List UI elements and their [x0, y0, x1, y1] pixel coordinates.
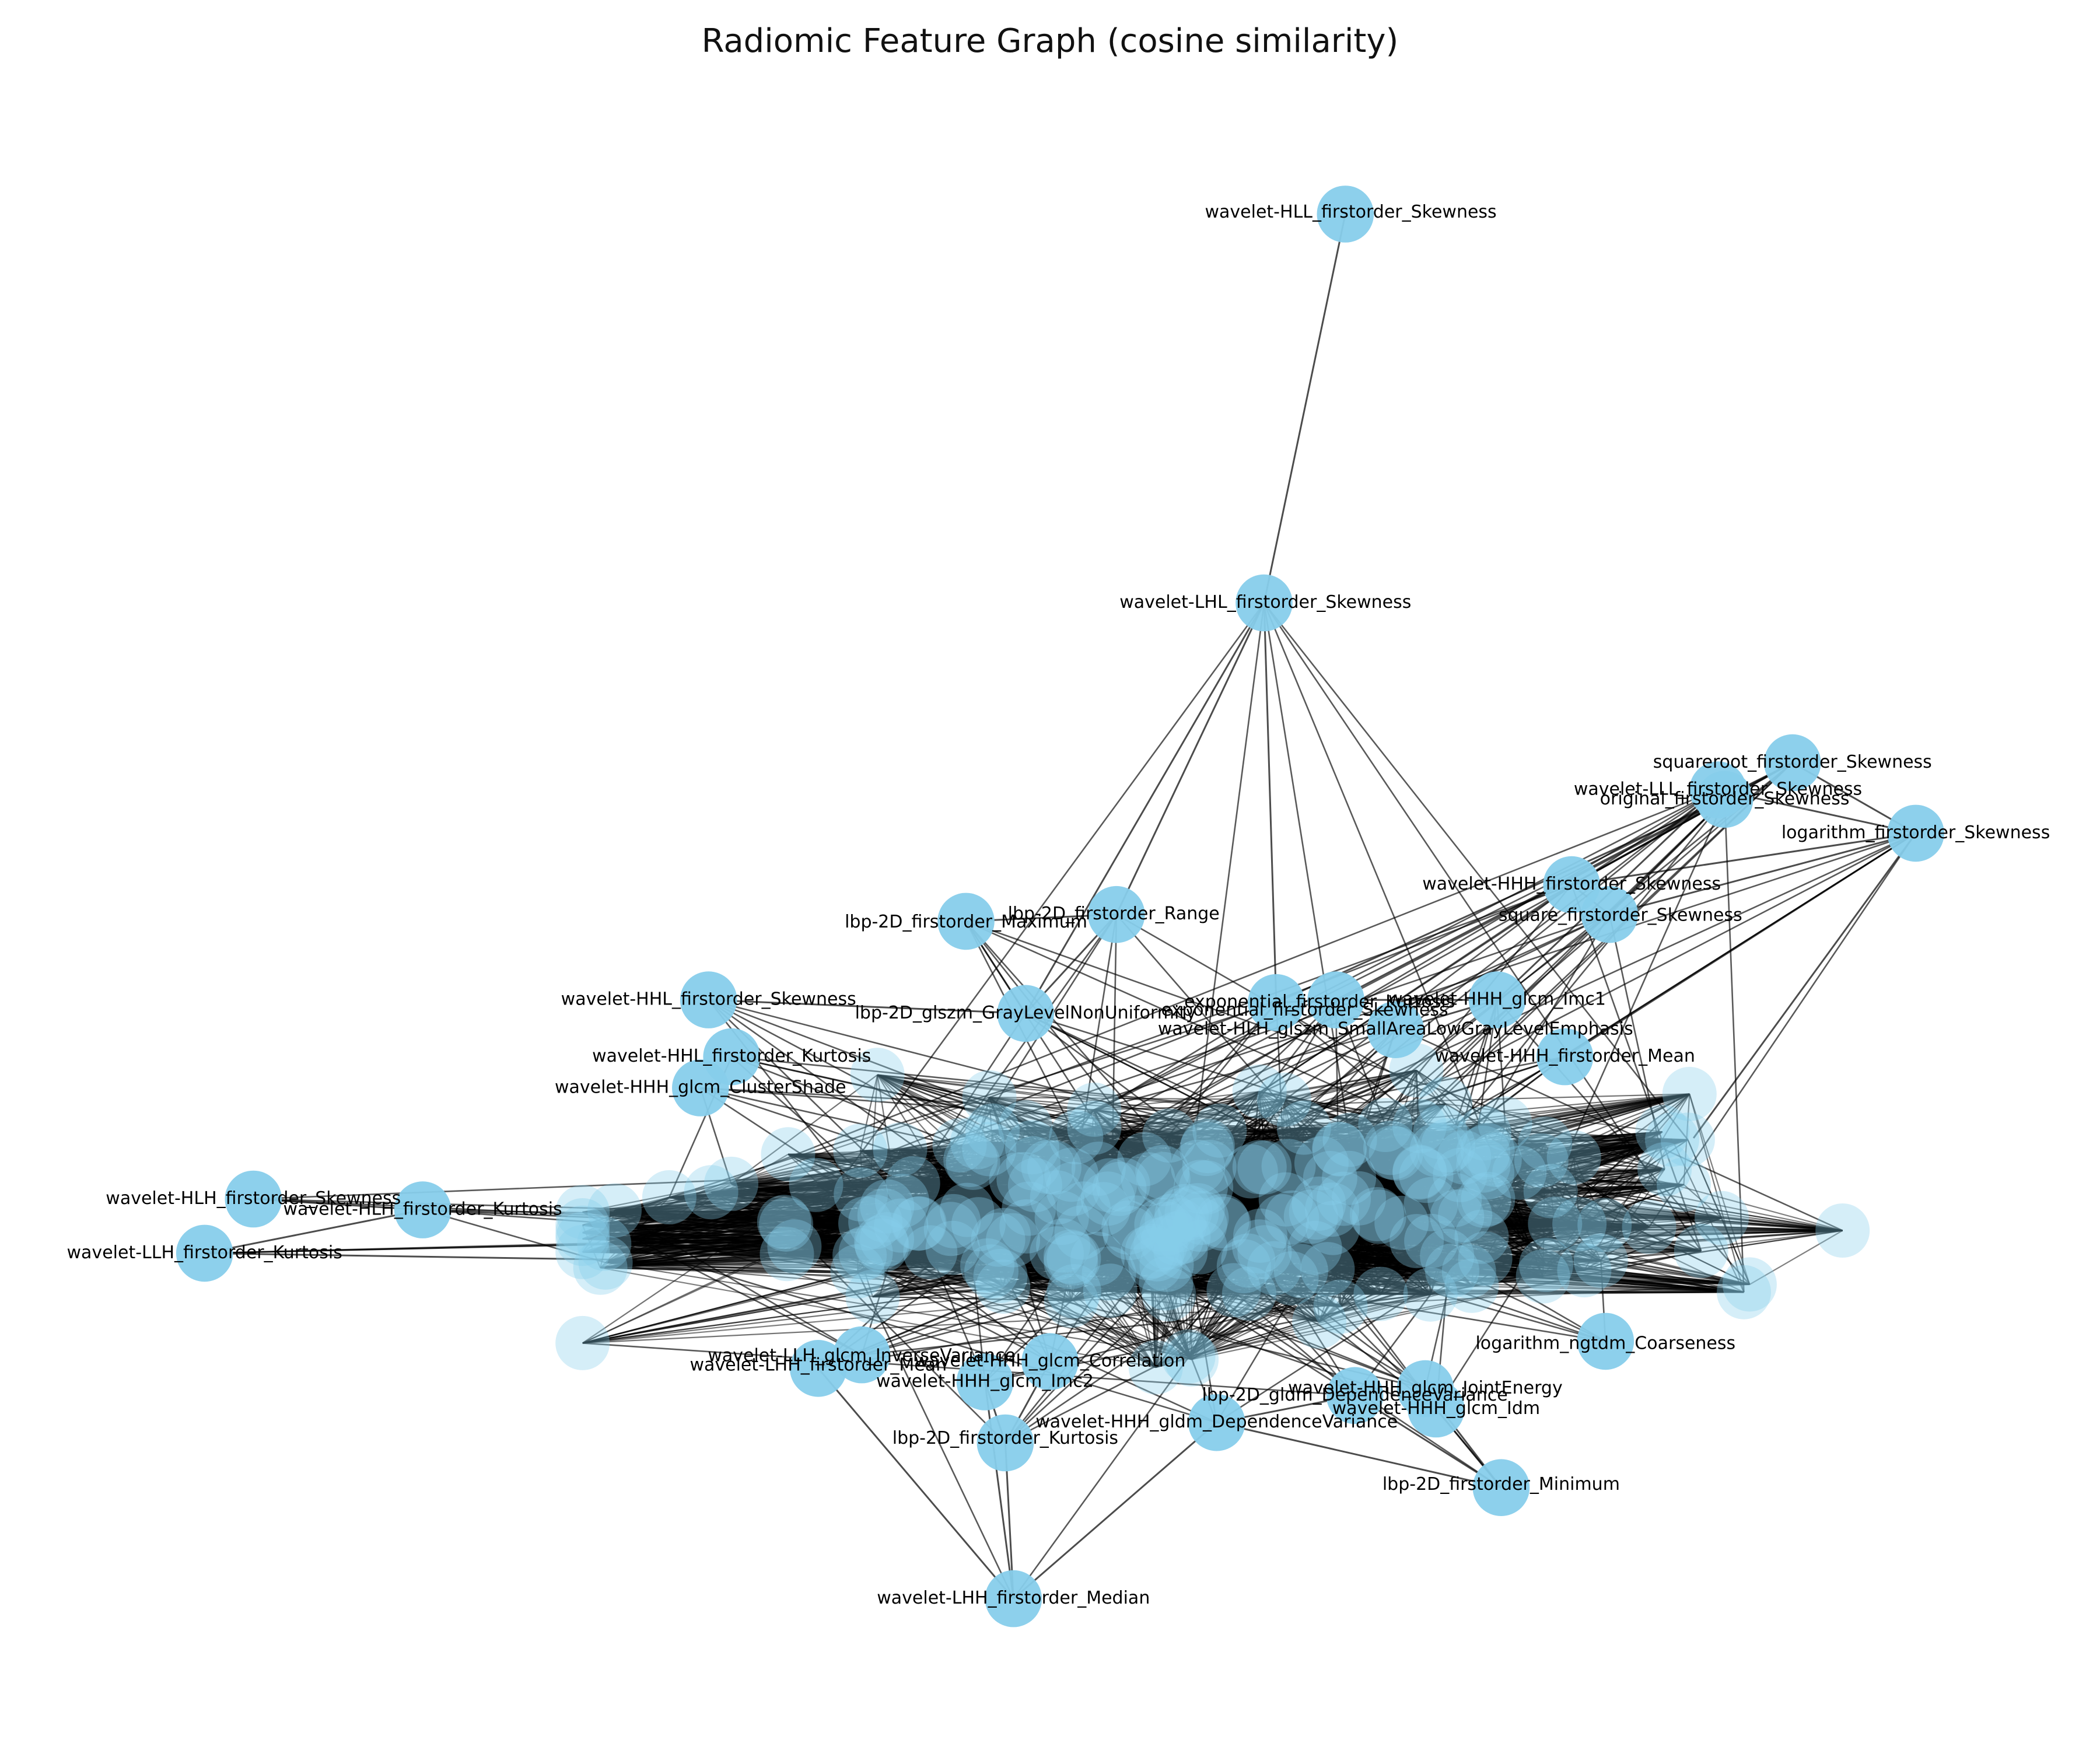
node-label-orig_skew: original_firstorder_Skewness	[1600, 789, 1850, 809]
node-label-lbp_glnu: lbp-2D_glszm_GrayLevelNonUniformity	[855, 1003, 1196, 1023]
graph-node-core	[1255, 1194, 1309, 1248]
graph-edge	[1683, 1184, 1723, 1219]
node-label-hhh_mean: wavelet-HHH_firstorder_Mean	[1434, 1046, 1695, 1066]
node-label-hhh_cshade: wavelet-HHH_glcm_ClusterShade	[555, 1077, 846, 1098]
edge-layer	[204, 214, 1917, 1600]
graph-edge	[1024, 602, 1265, 1014]
graph-node-core	[1002, 1181, 1056, 1236]
graph-node-core	[704, 1156, 758, 1211]
graph-edge	[1013, 1422, 1217, 1600]
node-label-hhh_corr: wavelet-HHH_glcm_Correlation	[915, 1351, 1186, 1371]
node-label-sqrt_skew: squareroot_firstorder_Skewness	[1653, 752, 1932, 772]
graph-node-core	[1300, 1242, 1355, 1297]
graph-edge	[1263, 603, 1278, 1003]
graph-node-core	[555, 1315, 610, 1370]
node-label-hhh_imc2: wavelet-HHH_glcm_Imc2	[876, 1371, 1094, 1392]
graph-node-core	[1461, 1171, 1516, 1226]
graph-node-core	[1546, 1130, 1601, 1185]
graph-node-core	[555, 1205, 610, 1260]
graph-node-core	[1067, 1100, 1122, 1155]
graph-node-core	[767, 1219, 822, 1274]
node-label-lhh_median: wavelet-LHH_firstorder_Median	[877, 1588, 1150, 1608]
node-label-sq_skew: square_firstorder_Skewness	[1499, 905, 1742, 926]
graph-node-core	[1076, 1182, 1130, 1237]
graph-node-core	[1317, 1171, 1371, 1226]
graph-node-core	[1815, 1203, 1870, 1258]
graph-node-core	[642, 1170, 696, 1224]
node-label-lbp_min: lbp-2D_firstorder_Minimum	[1382, 1474, 1620, 1494]
label-layer: wavelet-HLL_firstorder_Skewness wavelet-L…	[67, 202, 2050, 1608]
graph-edge	[1692, 832, 1917, 1139]
node-label-log_skew: logarithm_firstorder_Skewness	[1782, 822, 2050, 843]
graph-title: Radiomic Feature Graph (cosine similarit…	[701, 22, 1399, 60]
node-label-hhh_je: wavelet-HHH_glcm_JointEnergy	[1288, 1378, 1563, 1398]
graph-node-core	[1139, 1256, 1194, 1311]
graph-node-core	[833, 1124, 888, 1178]
graph-node-core	[998, 1100, 1053, 1154]
graph-edge	[1689, 1094, 1745, 1293]
graph-node-core	[1622, 1199, 1676, 1254]
graph-node-core	[1645, 1112, 1699, 1167]
node-label-log_ngtdm: logarithm_ngtdm_Coarseness	[1475, 1334, 1735, 1354]
graph-edge	[1115, 602, 1265, 915]
node-label-hll_skew: wavelet-HLL_firstorder_Skewness	[1205, 202, 1497, 222]
graph-node-core	[1722, 1257, 1777, 1312]
graph-node-core	[1232, 1064, 1287, 1119]
graph-node-core	[789, 1157, 844, 1212]
node-label-hhh_idm: wavelet-HHH_glcm_Idm	[1332, 1398, 1540, 1419]
graph-edge	[984, 1381, 1014, 1599]
graph-node-core	[1170, 1183, 1225, 1238]
node-label-lhl_skew: wavelet-LHL_firstorder_Skewness	[1119, 592, 1411, 612]
node-label-hhh_skew: wavelet-HHH_firstorder_Skewness	[1422, 874, 1721, 894]
graph-edge	[730, 1074, 878, 1185]
graph-edge	[1263, 214, 1346, 603]
graph-node-core	[1206, 1263, 1261, 1318]
graph-node-core	[1557, 1243, 1612, 1298]
graph-edge	[605, 1262, 1189, 1357]
graph-node-core	[1046, 1264, 1101, 1319]
node-label-lbp_range: lbp-2D_firstorder_Range	[1008, 904, 1220, 924]
node-label-hlh_kurt: wavelet-HLH_firstorder_Kurtosis	[283, 1199, 562, 1220]
node-label-hhh_imc1: wavelet-HHH_glcm_Imc1	[1388, 989, 1606, 1010]
node-label-llh_kurt: wavelet-LLH_firstorder_Kurtosis	[67, 1242, 342, 1263]
graph-node-core	[976, 1259, 1031, 1314]
node-label-hhl_skew: wavelet-HHL_firstorder_Skewness	[561, 989, 856, 1010]
graph-node-core	[857, 1188, 912, 1243]
node-label-hlh_salgle: wavelet-HLH_glszm_SmallAreaLowGrayLevelE…	[1158, 1019, 1633, 1040]
graph-node-core	[1674, 1223, 1728, 1278]
graph-node-core	[1192, 1103, 1247, 1158]
node-label-hhl_kurt: wavelet-HHL_firstorder_Kurtosis	[592, 1046, 871, 1066]
graph-node-core	[1420, 1228, 1475, 1283]
